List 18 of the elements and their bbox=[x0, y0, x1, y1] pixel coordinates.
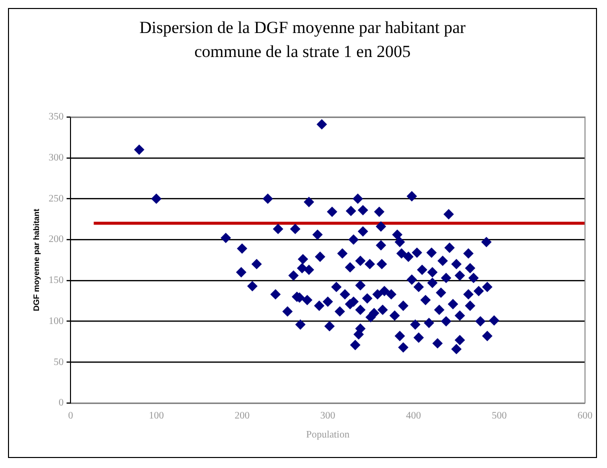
y-axis-title: DGF moyenne par habitant bbox=[32, 208, 42, 312]
y-tick-label: 150 bbox=[48, 275, 64, 286]
x-tick-label: 400 bbox=[406, 410, 422, 422]
y-tick-label: 250 bbox=[48, 193, 64, 204]
y-tick-label: 50 bbox=[54, 356, 64, 368]
y-tick-label: 0 bbox=[58, 398, 64, 409]
y-tick-label: 350 bbox=[48, 112, 64, 123]
x-tick-label: 500 bbox=[492, 410, 507, 422]
x-tick-label: 600 bbox=[578, 410, 592, 422]
y-tick-label: 300 bbox=[48, 152, 64, 164]
x-tick-label: 300 bbox=[320, 410, 336, 422]
x-tick-label: 200 bbox=[234, 410, 250, 422]
y-tick-label: 100 bbox=[48, 316, 64, 327]
x-tick-label: 100 bbox=[148, 410, 164, 422]
y-tick-label: 200 bbox=[48, 234, 64, 246]
x-tick-label: 0 bbox=[68, 410, 74, 422]
chart-title: Dispersion de la DGF moyenne par habitant par commune de la strate 1 en 2005 bbox=[138, 17, 467, 63]
x-axis-title: Population bbox=[306, 430, 350, 441]
